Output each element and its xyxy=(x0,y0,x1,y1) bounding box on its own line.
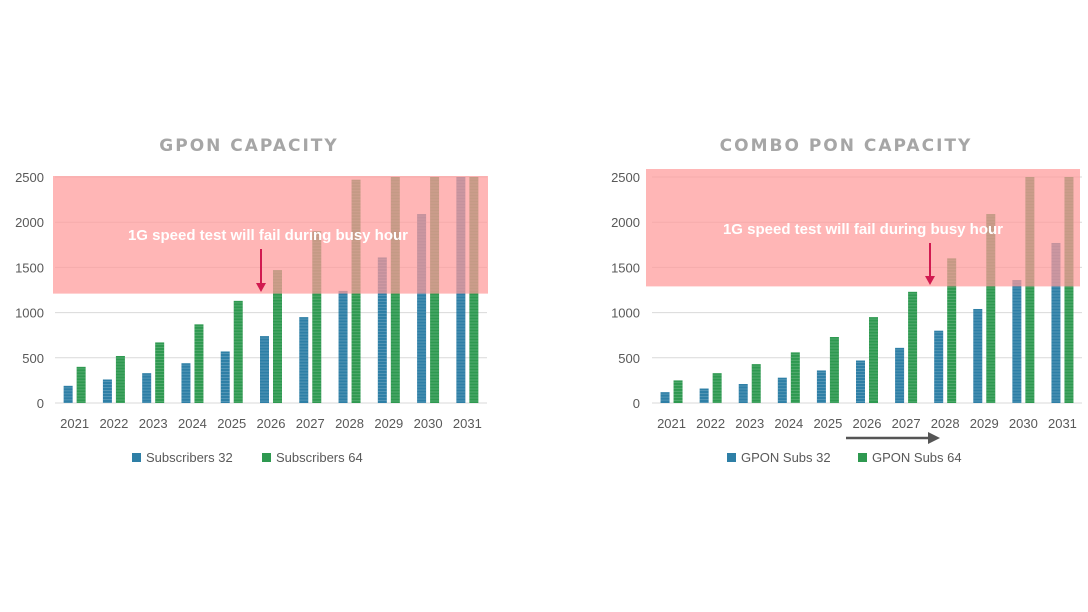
bar-series1-2021 xyxy=(660,392,670,403)
annotation-arrow-head xyxy=(925,276,935,285)
bar-series1-2023 xyxy=(142,373,152,403)
bar-series1-2024 xyxy=(181,363,191,403)
x-tick-label: 2030 xyxy=(414,416,443,431)
bar-series2-2031 xyxy=(1064,177,1074,403)
failure-zone xyxy=(646,169,1080,287)
combo-pon-capacity-chart: COMBO PON CAPACITY 05001000150020002500 … xyxy=(611,136,1082,465)
x-tick-label: 2021 xyxy=(657,416,686,431)
x-tick-label: 2024 xyxy=(774,416,803,431)
bar-series1-2026 xyxy=(856,360,865,403)
bar-series2-2025 xyxy=(829,337,839,403)
x-tick-label: 2022 xyxy=(99,416,128,431)
x-tick-label: 2025 xyxy=(217,416,246,431)
gpon-capacity-chart: GPON CAPACITY 0 500 1000 1500 2000 2500 2021 2… xyxy=(15,136,488,465)
bar-series2-2025 xyxy=(233,300,243,403)
x-tick-label: 2027 xyxy=(892,416,921,431)
x-tick-label: 2023 xyxy=(735,416,764,431)
bar-series2-2023 xyxy=(155,342,165,403)
y-tick-label: 500 xyxy=(618,351,640,366)
x-tick-label: 2029 xyxy=(374,416,403,431)
y-tick-label: 500 xyxy=(22,351,44,366)
bar-series1-2022 xyxy=(102,379,112,403)
bar-series1-2027 xyxy=(299,317,309,403)
legend: Subscribers 32 Subscribers 64 xyxy=(132,450,363,465)
bar-series2-2027 xyxy=(908,291,918,403)
x-tick-label: 2030 xyxy=(1009,416,1038,431)
bar-series2-2022 xyxy=(115,355,125,403)
x-tick-label: 2024 xyxy=(178,416,207,431)
bar-series1-2030 xyxy=(1012,280,1022,403)
bar-series2-2026 xyxy=(869,317,878,403)
y-tick-label: 2000 xyxy=(611,215,640,230)
bar-series1-2028 xyxy=(338,290,348,403)
legend-label-series2: GPON Subs 64 xyxy=(872,450,962,465)
legend-swatch-series1 xyxy=(727,453,736,462)
legend-label-series1: GPON Subs 32 xyxy=(741,450,831,465)
bar-series1-2021 xyxy=(63,385,73,403)
x-tick-label: 2029 xyxy=(970,416,999,431)
annotation-label: 1G speed test will fail during busy hour xyxy=(128,227,408,244)
legend-label-series2: Subscribers 64 xyxy=(276,450,363,465)
y-tick-label: 2500 xyxy=(15,170,44,185)
y-tick-label: 1000 xyxy=(611,306,640,321)
bar-series1-2028 xyxy=(934,330,944,403)
bar-series1-2031 xyxy=(1051,242,1061,403)
x-tick-label: 2028 xyxy=(335,416,364,431)
bar-series2-2027 xyxy=(312,231,322,403)
annotation-arrow xyxy=(925,243,935,285)
bar-series1-2022 xyxy=(699,388,709,403)
x-tick-label: 2025 xyxy=(813,416,842,431)
x-tick-label: 2023 xyxy=(139,416,168,431)
bar-series2-2024 xyxy=(194,324,204,403)
x-tick-label: 2028 xyxy=(931,416,960,431)
timeline-arrow xyxy=(846,432,940,444)
bar-series2-2021 xyxy=(673,380,683,403)
bar-series1-2025 xyxy=(220,351,230,403)
chart-title: GPON CAPACITY xyxy=(159,136,338,156)
bar-series2-2030 xyxy=(1025,177,1035,403)
x-tick-label: 2021 xyxy=(60,416,89,431)
y-tick-label: 1500 xyxy=(15,260,44,275)
bar-series1-2023 xyxy=(738,384,748,403)
chart-title: COMBO PON CAPACITY xyxy=(720,136,973,156)
bar-series2-2024 xyxy=(790,352,800,403)
bar-series1-2025 xyxy=(816,370,826,403)
x-tick-label: 2026 xyxy=(853,416,882,431)
annotation-label: 1G speed test will fail during busy hour xyxy=(723,221,1003,238)
bar-series1-2029 xyxy=(377,257,387,403)
bar-series2-2028 xyxy=(947,258,957,403)
x-tick-label: 2027 xyxy=(296,416,325,431)
bar-series1-2029 xyxy=(973,308,983,403)
bar-series1-2027 xyxy=(895,347,905,403)
x-tick-label: 2026 xyxy=(257,416,286,431)
bar-series2-2026 xyxy=(273,270,282,403)
bar-series1-2026 xyxy=(260,336,269,403)
bar-series2-2029 xyxy=(986,214,996,403)
x-tick-label: 2022 xyxy=(696,416,725,431)
bar-series2-2021 xyxy=(76,366,86,403)
y-tick-label: 2000 xyxy=(15,215,44,230)
y-tick-label: 2500 xyxy=(611,170,640,185)
annotation-arrow-head xyxy=(256,283,266,292)
y-tick-label: 0 xyxy=(37,396,44,411)
failure-zone xyxy=(53,176,488,294)
legend-swatch-series1 xyxy=(132,453,141,462)
x-tick-label: 2031 xyxy=(1048,416,1077,431)
x-tick-label: 2031 xyxy=(453,416,482,431)
legend-swatch-series2 xyxy=(262,453,271,462)
y-tick-label: 0 xyxy=(633,396,640,411)
legend-swatch-series2 xyxy=(858,453,867,462)
legend: GPON Subs 32 GPON Subs 64 xyxy=(727,450,962,465)
bar-series2-2022 xyxy=(712,373,722,403)
legend-label-series1: Subscribers 32 xyxy=(146,450,233,465)
bar-series1-2024 xyxy=(777,377,787,403)
y-tick-label: 1500 xyxy=(611,260,640,275)
bar-series2-2023 xyxy=(751,364,761,403)
annotation-arrow xyxy=(256,249,266,292)
y-tick-label: 1000 xyxy=(15,306,44,321)
bar-series1-2030 xyxy=(417,214,427,403)
